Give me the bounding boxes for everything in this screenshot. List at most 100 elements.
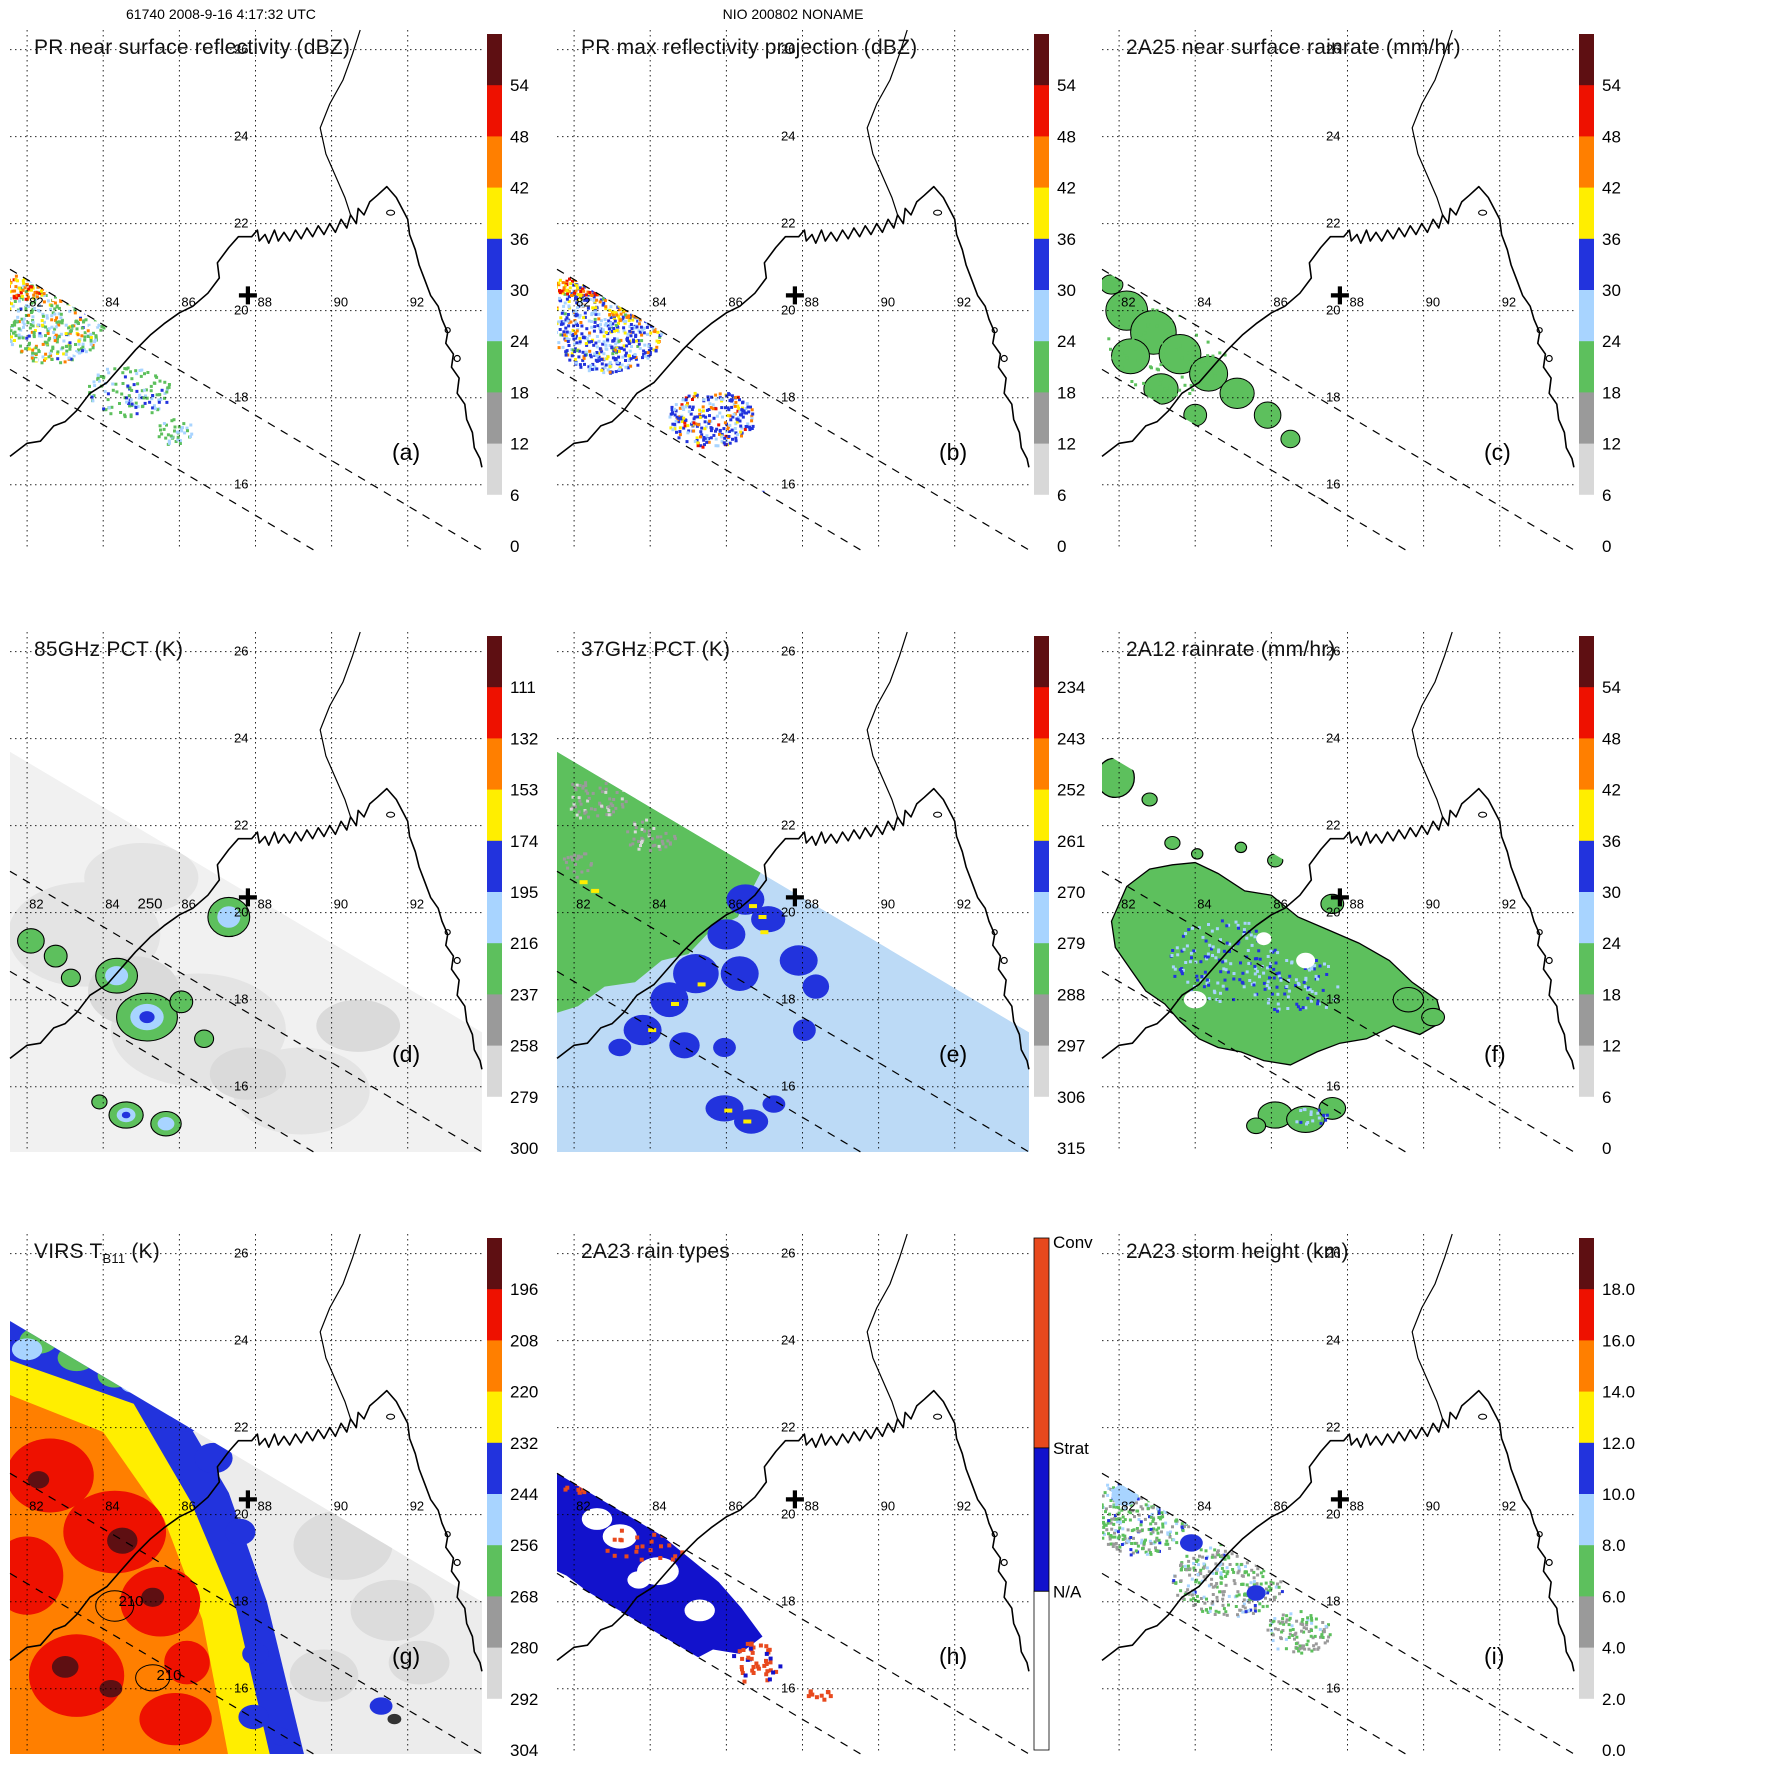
colorbar-tick-label: 0.0 bbox=[1602, 1741, 1626, 1760]
lat-tick-label: 20 bbox=[781, 1507, 795, 1522]
colorbar-a: 54 48 42 36 30 24 18 12 6 0 bbox=[487, 34, 529, 556]
data-swath-raster bbox=[10, 1321, 482, 1754]
colorbar-segment bbox=[1579, 636, 1594, 688]
colorbar-tick-label: 18 bbox=[1602, 985, 1621, 1004]
lon-tick-label: 90 bbox=[881, 1499, 895, 1514]
colorbar-segment bbox=[487, 840, 502, 893]
lon-tick-label: 90 bbox=[881, 295, 895, 310]
colorbar-segment bbox=[1034, 687, 1049, 739]
colorbar-segment bbox=[1579, 892, 1594, 944]
lat-tick-label: 20 bbox=[234, 1507, 248, 1522]
map-b: 82 84 86 88 90 92 26 24 22 20 18 16 (b) bbox=[556, 29, 1030, 551]
colorbar-segment bbox=[487, 494, 502, 547]
lon-tick-label: 84 bbox=[652, 1499, 666, 1514]
colorbar-tick-label: 8.0 bbox=[1602, 1536, 1626, 1555]
colorbar-segment bbox=[1034, 943, 1049, 995]
colorbar-segment bbox=[1034, 789, 1049, 842]
colorbar-tick-label: 297 bbox=[1057, 1037, 1085, 1056]
panel-title: VIRS TB11 (K) bbox=[34, 1240, 160, 1267]
panel-title: 2A23 storm height (km) bbox=[1126, 1240, 1349, 1263]
coastline bbox=[556, 631, 1030, 1070]
colorbar-tick-label: 36 bbox=[1057, 230, 1076, 249]
colorbar-type-label: Conv bbox=[1053, 1233, 1093, 1252]
map-i: 82 84 86 88 90 92 26 24 22 20 18 16 (i) bbox=[1101, 1233, 1575, 1755]
swath-edge-dashed-lines bbox=[1101, 870, 1575, 1153]
lon-tick-label: 88 bbox=[258, 1499, 272, 1514]
lon-tick-label: 82 bbox=[576, 1499, 590, 1514]
lon-tick-label: 82 bbox=[576, 897, 590, 912]
colorbar-segment-conv bbox=[1033, 1237, 1050, 1449]
colorbar-tick-label: 18 bbox=[510, 383, 529, 402]
colorbar-tick-label: 279 bbox=[510, 1088, 538, 1107]
colorbar-tick-label: 261 bbox=[1057, 832, 1085, 851]
lat-tick-label: 20 bbox=[781, 303, 795, 318]
panel-title: 2A25 near surface rainrate (mm/hr) bbox=[1126, 36, 1461, 59]
colorbar-tick-label: 2.0 bbox=[1602, 1690, 1626, 1709]
coastline bbox=[1101, 29, 1575, 468]
colorbar-tick-label: 306 bbox=[1057, 1088, 1085, 1107]
panel-h: 82 84 86 88 90 92 26 24 22 20 18 16 (h) 2A23 rain typ… bbox=[556, 1233, 1102, 1774]
lon-tick-label: 88 bbox=[805, 295, 819, 310]
grid-labels: 82 84 86 88 90 92 26 24 22 20 18 16 bbox=[576, 644, 971, 1094]
colorbar-segment bbox=[1034, 1096, 1049, 1149]
lon-tick-label: 92 bbox=[957, 897, 971, 912]
colorbar-segment bbox=[487, 1545, 502, 1597]
lat-tick-label: 20 bbox=[1326, 303, 1340, 318]
colorbar-tick-label: 6 bbox=[1057, 486, 1066, 505]
storm-center-marker bbox=[785, 286, 804, 305]
colorbar-segment bbox=[1034, 892, 1049, 944]
colorbar-segment bbox=[1034, 341, 1049, 393]
lat-tick-label: 22 bbox=[1326, 818, 1340, 833]
colorbar-segment bbox=[1034, 636, 1049, 688]
lat-tick-label: 22 bbox=[781, 1420, 795, 1435]
colorbar-tick-label: 30 bbox=[1602, 281, 1621, 300]
lat-tick-label: 24 bbox=[234, 1333, 248, 1348]
grid-labels: 82 84 86 88 90 92 26 24 22 20 18 16 bbox=[1121, 1246, 1516, 1696]
colorbar-tick-label: 304 bbox=[510, 1741, 538, 1760]
panel-a: 82 84 86 88 90 92 26 24 22 20 18 16 (a) PR near surfa… bbox=[9, 29, 555, 570]
colorbar-tick-label: 6 bbox=[1602, 1088, 1611, 1107]
lat-tick-label: 22 bbox=[781, 216, 795, 231]
colorbar-tick-label: 18 bbox=[1602, 383, 1621, 402]
colorbar-segment bbox=[1034, 238, 1049, 291]
colorbar-segment bbox=[1034, 34, 1049, 86]
swath-edge-dashed-lines bbox=[556, 1472, 1030, 1755]
colorbar-segment bbox=[1034, 392, 1049, 445]
panel-letter: (d) bbox=[392, 1041, 420, 1067]
panel-letter: (h) bbox=[939, 1643, 967, 1669]
swath-edge-dashed-lines bbox=[556, 870, 1030, 1153]
colorbar-segment bbox=[487, 738, 502, 791]
lon-tick-label: 90 bbox=[334, 897, 348, 912]
lat-tick-label: 22 bbox=[1326, 1420, 1340, 1435]
lat-tick-label: 26 bbox=[781, 644, 795, 659]
latlon-grid bbox=[557, 30, 1029, 550]
lon-tick-label: 84 bbox=[1197, 295, 1211, 310]
colorbar-tick-label: 300 bbox=[510, 1139, 538, 1158]
colorbar-tick-label: 30 bbox=[1057, 281, 1076, 300]
colorbar-tick-label: 6 bbox=[510, 486, 519, 505]
colorbar-e: 234 243 252 261 270 279 288 297 306 315 bbox=[1034, 636, 1085, 1158]
colorbar-segment bbox=[1579, 238, 1594, 291]
storm-center-marker bbox=[785, 1490, 804, 1509]
grid-labels: 82 84 86 88 90 92 26 24 22 20 18 16 bbox=[29, 1246, 424, 1696]
coastline bbox=[1101, 1233, 1575, 1672]
colorbar-segment bbox=[487, 1289, 502, 1341]
colorbar-segment bbox=[487, 892, 502, 944]
colorbar-segment bbox=[487, 1340, 502, 1393]
colorbar-segment bbox=[1579, 943, 1594, 995]
grid-labels: 82 84 86 88 90 92 26 24 22 20 18 16 bbox=[1121, 644, 1516, 1094]
panel-title: 2A23 rain types bbox=[581, 1240, 730, 1263]
colorbar-tick-label: 16.0 bbox=[1602, 1331, 1635, 1350]
colorbar-segment bbox=[1034, 994, 1049, 1047]
colorbar-tick-label: 220 bbox=[510, 1383, 538, 1402]
lat-tick-label: 20 bbox=[781, 905, 795, 920]
lon-tick-label: 88 bbox=[258, 897, 272, 912]
lat-tick-label: 22 bbox=[781, 818, 795, 833]
lat-tick-label: 24 bbox=[234, 129, 248, 144]
colorbar-tick-label: 18 bbox=[1057, 383, 1076, 402]
colorbar-tick-label: 12 bbox=[510, 435, 529, 454]
colorbar-tick-label: 279 bbox=[1057, 934, 1085, 953]
colorbar-tick-label: 24 bbox=[510, 332, 529, 351]
colorbar-segment bbox=[487, 238, 502, 291]
lat-tick-label: 26 bbox=[234, 42, 248, 57]
